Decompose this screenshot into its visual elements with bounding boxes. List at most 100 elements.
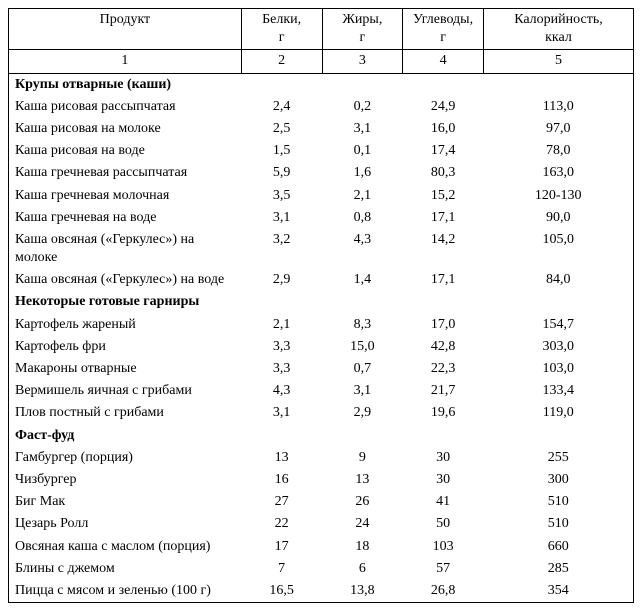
cell-kcal: 285 (483, 558, 633, 580)
col-index-2: 2 (241, 50, 322, 73)
cell-protein: 27 (241, 491, 322, 513)
table-row: Цезарь Ролл222450510 (9, 513, 634, 535)
table-row: Каша овсяная («Геркулес») на молоке3,24,… (9, 229, 634, 269)
cell-carbs: 42,8 (403, 336, 484, 358)
table-row: Картофель жареный2,18,317,0154,7 (9, 314, 634, 336)
cell-fat: 2,9 (322, 402, 403, 424)
section-row: Крупы отварные (каши) (9, 73, 634, 96)
cell-product: Чизбургер (9, 469, 242, 491)
cell-kcal: 510 (483, 513, 633, 535)
cell-carbs: 15,2 (403, 185, 484, 207)
cell-carbs: 21,7 (403, 380, 484, 402)
cell-fat: 0,2 (322, 96, 403, 118)
cell-kcal: 84,0 (483, 269, 633, 291)
cell-product: Каша гречневая молочная (9, 185, 242, 207)
cell-carbs: 16,0 (403, 118, 484, 140)
cell-fat: 26 (322, 491, 403, 513)
cell-fat: 24 (322, 513, 403, 535)
cell-carbs: 30 (403, 447, 484, 469)
col-index-3: 3 (322, 50, 403, 73)
cell-protein: 2,9 (241, 269, 322, 291)
cell-protein: 16 (241, 469, 322, 491)
cell-kcal: 103,0 (483, 358, 633, 380)
cell-carbs: 41 (403, 491, 484, 513)
cell-kcal: 300 (483, 469, 633, 491)
cell-fat: 0,7 (322, 358, 403, 380)
table-row: Биг Мак272641510 (9, 491, 634, 513)
table-row: Каша рисовая на воде1,50,117,478,0 (9, 140, 634, 162)
table-row: Вермишель яичная с грибами4,33,121,7133,… (9, 380, 634, 402)
cell-protein: 17 (241, 536, 322, 558)
cell-protein: 16,5 (241, 580, 322, 603)
cell-carbs: 80,3 (403, 162, 484, 184)
cell-product: Блины с джемом (9, 558, 242, 580)
cell-protein: 3,1 (241, 402, 322, 424)
table-row: Пицца с мясом и зеленью (100 г)16,513,82… (9, 580, 634, 603)
table-row: Плов постный с грибами3,12,919,6119,0 (9, 402, 634, 424)
cell-product: Каша гречневая на воде (9, 207, 242, 229)
cell-protein: 3,5 (241, 185, 322, 207)
cell-carbs: 24,9 (403, 96, 484, 118)
col-header-product: Продукт (9, 9, 242, 50)
cell-protein: 3,2 (241, 229, 322, 269)
cell-protein: 2,1 (241, 314, 322, 336)
section-row: Фаст-фуд (9, 425, 634, 447)
cell-product: Картофель фри (9, 336, 242, 358)
cell-product: Биг Мак (9, 491, 242, 513)
cell-kcal: 105,0 (483, 229, 633, 269)
cell-protein: 5,9 (241, 162, 322, 184)
cell-fat: 2,1 (322, 185, 403, 207)
cell-carbs: 17,1 (403, 269, 484, 291)
table-row: Каша рисовая на молоке2,53,116,097,0 (9, 118, 634, 140)
section-title: Фаст-фуд (9, 425, 634, 447)
cell-product: Макароны отварные (9, 358, 242, 380)
cell-product: Картофель жареный (9, 314, 242, 336)
cell-fat: 3,1 (322, 118, 403, 140)
cell-kcal: 255 (483, 447, 633, 469)
cell-product: Каша рисовая на молоке (9, 118, 242, 140)
cell-carbs: 14,2 (403, 229, 484, 269)
cell-product: Каша овсяная («Геркулес») на молоке (9, 229, 242, 269)
header-row: Продукт Белки, г Жиры, г Углеводы, г Кал… (9, 9, 634, 50)
col-header-fat: Жиры, г (322, 9, 403, 50)
table-row: Каша гречневая рассыпчатая5,91,680,3163,… (9, 162, 634, 184)
cell-carbs: 17,4 (403, 140, 484, 162)
cell-fat: 13 (322, 469, 403, 491)
cell-protein: 3,3 (241, 336, 322, 358)
table-row: Каша гречневая на воде3,10,817,190,0 (9, 207, 634, 229)
cell-kcal: 78,0 (483, 140, 633, 162)
cell-product: Гамбургер (порция) (9, 447, 242, 469)
cell-product: Овсяная каша с маслом (порция) (9, 536, 242, 558)
table-row: Каша рисовая рассыпчатая2,40,224,9113,0 (9, 96, 634, 118)
cell-carbs: 57 (403, 558, 484, 580)
cell-fat: 1,4 (322, 269, 403, 291)
cell-protein: 22 (241, 513, 322, 535)
table-row: Чизбургер161330300 (9, 469, 634, 491)
col-header-carbs: Углеводы, г (403, 9, 484, 50)
cell-product: Каша рисовая рассыпчатая (9, 96, 242, 118)
table-row: Каша гречневая молочная3,52,115,2120-130 (9, 185, 634, 207)
col-header-protein: Белки, г (241, 9, 322, 50)
cell-product: Каша гречневая рассыпчатая (9, 162, 242, 184)
cell-protein: 1,5 (241, 140, 322, 162)
cell-protein: 4,3 (241, 380, 322, 402)
cell-product: Пицца с мясом и зеленью (100 г) (9, 580, 242, 603)
cell-fat: 6 (322, 558, 403, 580)
cell-kcal: 133,4 (483, 380, 633, 402)
cell-carbs: 22,3 (403, 358, 484, 380)
table-body: Крупы отварные (каши)Каша рисовая рассып… (9, 73, 634, 603)
cell-kcal: 119,0 (483, 402, 633, 424)
cell-kcal: 120-130 (483, 185, 633, 207)
cell-protein: 13 (241, 447, 322, 469)
cell-product: Плов постный с грибами (9, 402, 242, 424)
cell-product: Вермишель яичная с грибами (9, 380, 242, 402)
cell-carbs: 103 (403, 536, 484, 558)
section-title: Некоторые готовые гарниры (9, 291, 634, 313)
cell-fat: 13,8 (322, 580, 403, 603)
cell-kcal: 163,0 (483, 162, 633, 184)
cell-kcal: 154,7 (483, 314, 633, 336)
cell-kcal: 510 (483, 491, 633, 513)
cell-protein: 3,3 (241, 358, 322, 380)
table-row: Блины с джемом7657285 (9, 558, 634, 580)
cell-protein: 2,4 (241, 96, 322, 118)
